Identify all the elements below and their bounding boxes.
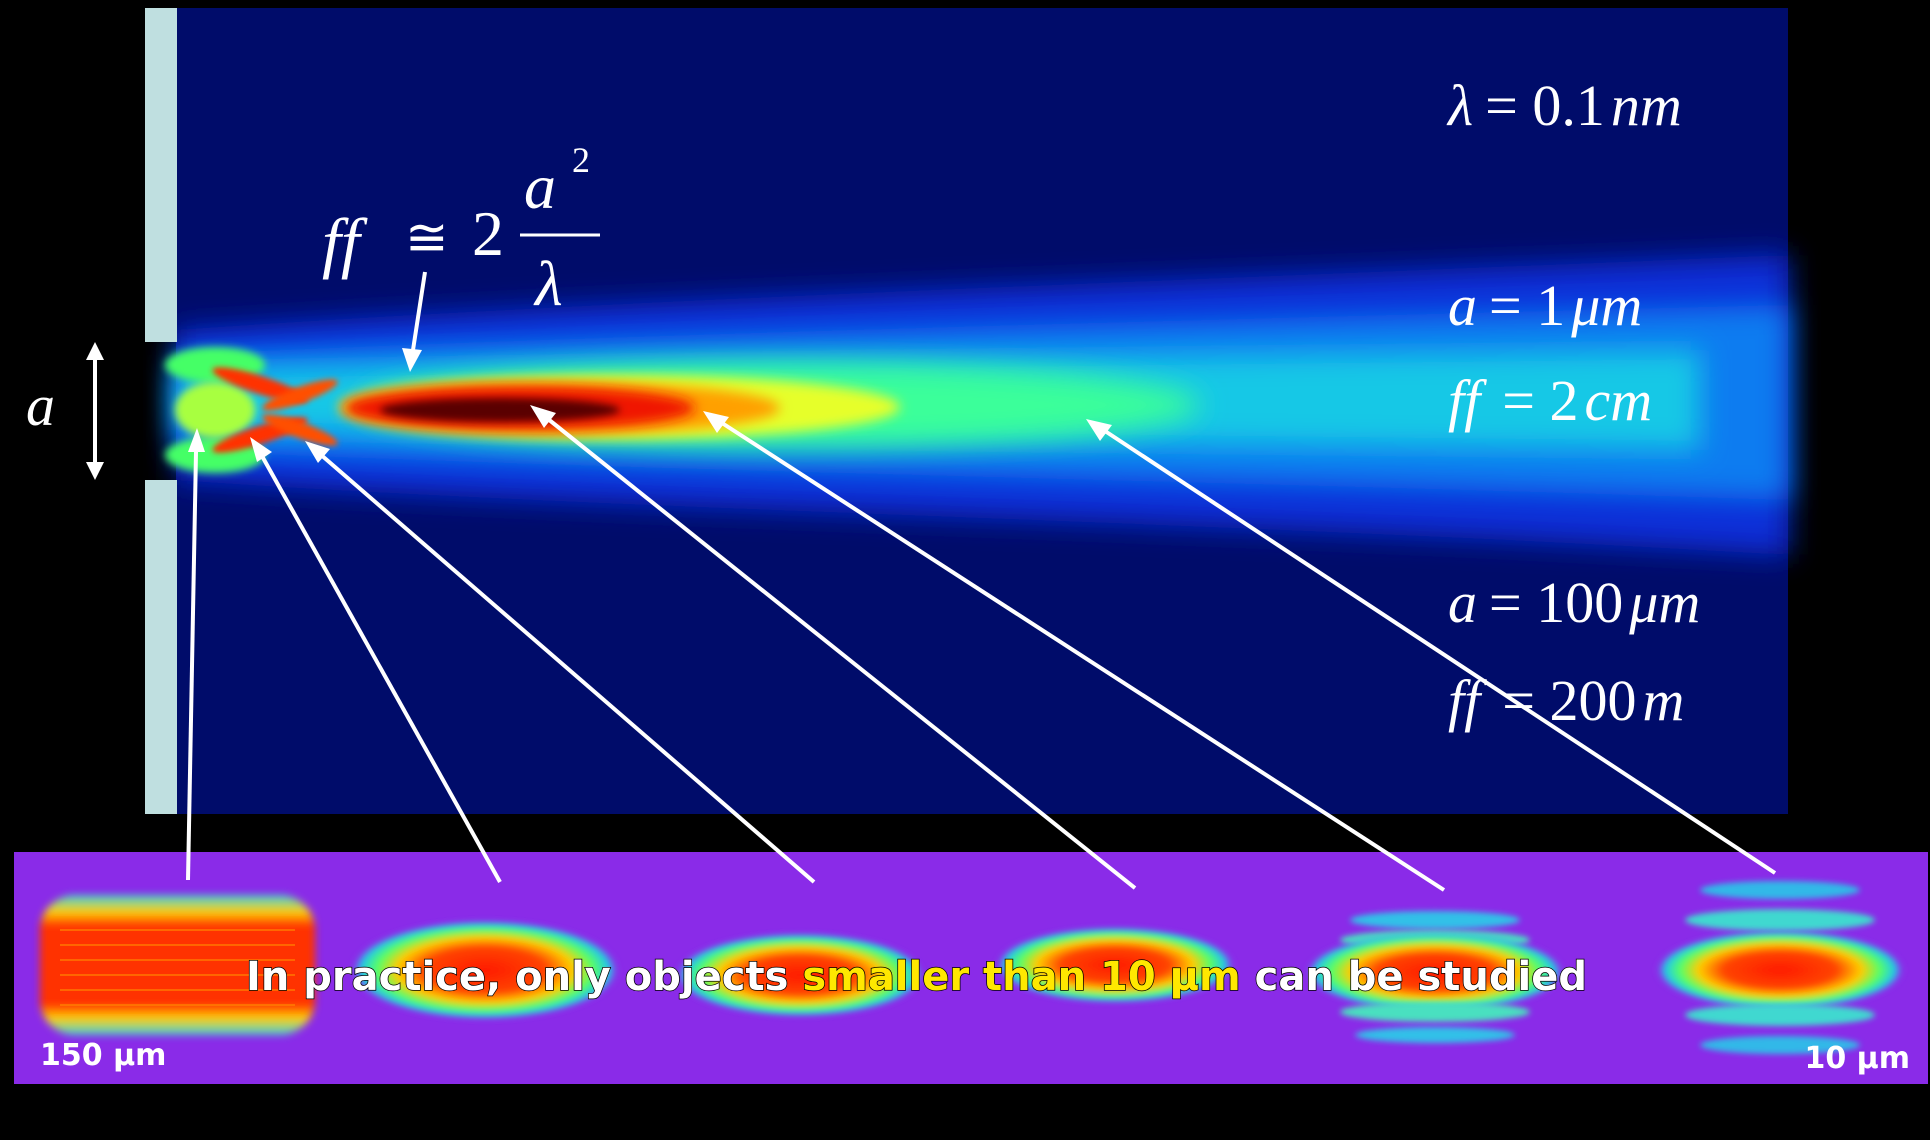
formula-numerator: a xyxy=(524,151,556,222)
wavelength-line: λ = 0.1 nm xyxy=(1446,73,1682,138)
formula-denominator: λ xyxy=(533,248,563,319)
pattern-strip xyxy=(14,852,1928,1084)
pointer-arrow-6 xyxy=(1086,419,1777,875)
formula-coef: 2 xyxy=(472,198,504,269)
pointer-arrow-2 xyxy=(250,437,502,883)
pattern-spot-2 xyxy=(350,920,620,1020)
pointer-arrow-4 xyxy=(530,405,1137,890)
slit-wall-bottom xyxy=(145,480,177,814)
formula-approx: ≅ xyxy=(405,210,449,267)
aperture-marker xyxy=(86,342,104,480)
pattern-spot-1-fringes xyxy=(60,929,295,1006)
case1-a-line: a = 1 μm xyxy=(1448,273,1642,338)
pattern-spot-4 xyxy=(995,927,1235,1003)
caption-part-1: In practice, only objects xyxy=(246,954,802,1000)
case2-a-line: a = 100 μm xyxy=(1448,570,1700,635)
aperture-label: a xyxy=(26,373,55,438)
pointer-arrow-5 xyxy=(703,411,1446,892)
caption: In practice, only objects smaller than 1… xyxy=(246,954,1587,1000)
pointer-arrow-3 xyxy=(305,441,816,884)
formula-exponent: 2 xyxy=(572,140,590,180)
formula-pointer-arrow xyxy=(402,271,427,372)
scale-label-left: 150 μm xyxy=(40,1038,166,1073)
pattern-spot-3 xyxy=(675,933,925,1017)
pattern-spot-5 xyxy=(1305,911,1565,1043)
pattern-spots xyxy=(40,881,1905,1054)
pointer-arrow-1 xyxy=(186,428,205,881)
case1-ff-line: ff = 2 cm xyxy=(1448,368,1652,433)
slit-wall-top xyxy=(145,8,177,342)
scale-label-right: 10 μm xyxy=(1804,1041,1910,1076)
beam-glow xyxy=(165,255,1788,555)
caption-highlight: smaller than 10 μm xyxy=(802,954,1240,1000)
pattern-spot-6 xyxy=(1655,881,1905,1054)
pointer-arrows xyxy=(186,405,1777,892)
caption-part-3: can be studied xyxy=(1241,954,1587,1000)
parameter-block: λ = 0.1 nm a = 1 μm ff = 2 cm a = 100 μm ff = 200… xyxy=(1446,73,1700,733)
